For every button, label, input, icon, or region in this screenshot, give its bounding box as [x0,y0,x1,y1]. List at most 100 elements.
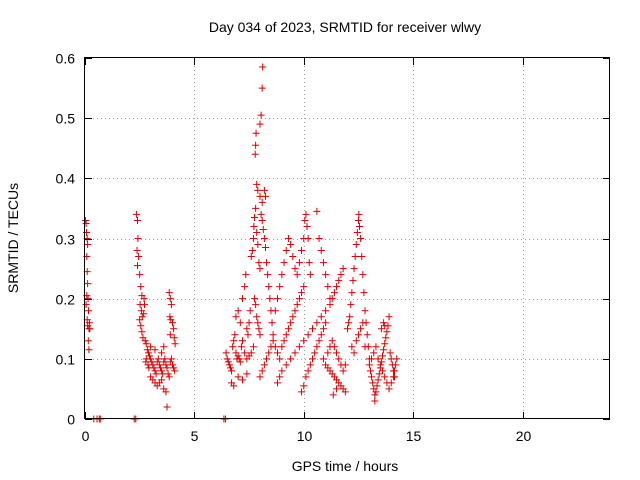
data-point [255,325,263,333]
data-point [141,301,148,309]
data-point [387,379,395,387]
data-point [256,373,264,381]
x-tick-label: 15 [406,428,422,444]
data-point [252,129,260,137]
data-point [291,265,299,273]
data-point [313,207,321,215]
data-point [291,349,299,357]
data-point [298,289,306,297]
data-point [269,337,277,345]
data-point [261,244,269,252]
data-point [239,295,246,303]
data-point [365,361,373,369]
data-point [326,295,334,303]
data-point [313,319,321,327]
data-point [258,84,266,92]
data-point [85,346,93,354]
data-point [278,271,286,279]
data-point [164,370,172,378]
data-point [223,355,231,363]
data-point [146,352,154,360]
data-point [226,364,234,372]
data-point [375,370,383,378]
data-point [322,307,330,315]
data-point [341,361,349,369]
data-point [263,259,271,267]
data-point [160,343,168,351]
data-point [352,241,360,249]
data-point [368,373,376,381]
data-point [319,325,327,333]
data-point [259,63,267,71]
data-point [274,349,281,357]
data-point [363,331,371,339]
data-point [244,331,252,339]
data-point [386,349,394,357]
data-point [230,382,238,390]
data-point [361,343,369,351]
data-point [372,388,380,396]
data-point [167,355,175,363]
data-point [242,271,250,279]
data-point [311,349,319,357]
data-point [380,319,388,327]
data-point [306,271,314,279]
data-point [85,319,93,327]
data-point [253,313,261,321]
data-point [339,367,347,375]
data-point [346,313,354,321]
data-point [381,373,389,381]
data-point [341,388,349,396]
data-point [156,364,164,372]
data-point [374,376,382,384]
data-point [351,253,359,261]
data-point [135,253,143,261]
data-point [258,216,266,224]
data-point [309,355,316,363]
data-point [249,343,257,351]
data-point [313,343,321,351]
data-point [163,403,171,411]
data-point [265,283,273,291]
y-tick-label: 0 [67,412,75,428]
data-point [149,361,157,369]
data-point [136,271,144,279]
data-point [335,277,343,285]
data-point [142,340,150,348]
data-point [245,319,253,327]
data-point [133,247,141,255]
data-point [350,265,358,273]
data-point [84,337,92,345]
data-point [324,283,332,291]
x-tick-label: 0 [82,428,90,444]
data-point [158,349,166,357]
data-point [282,361,290,369]
data-point [330,289,338,297]
data-point [309,325,316,333]
data-point [371,397,379,405]
data-point [377,358,385,366]
data-point [166,313,174,321]
data-point [345,319,353,327]
data-point [374,355,382,363]
data-point [389,373,397,381]
data-point [252,301,260,309]
data-point [250,222,258,230]
data-point [247,349,255,357]
data-point [381,322,389,330]
data-point [254,186,262,194]
data-point [232,313,240,321]
data-point [259,225,267,233]
data-point [300,283,308,291]
data-point [158,376,166,384]
data-point [271,343,279,351]
data-point [256,265,264,273]
data-point [324,349,332,357]
data-point [261,192,269,200]
data-point [251,213,259,221]
data-point [251,295,259,303]
data-point [370,349,378,357]
data-point [151,367,159,375]
data-point [82,219,90,227]
data-point [333,349,341,357]
